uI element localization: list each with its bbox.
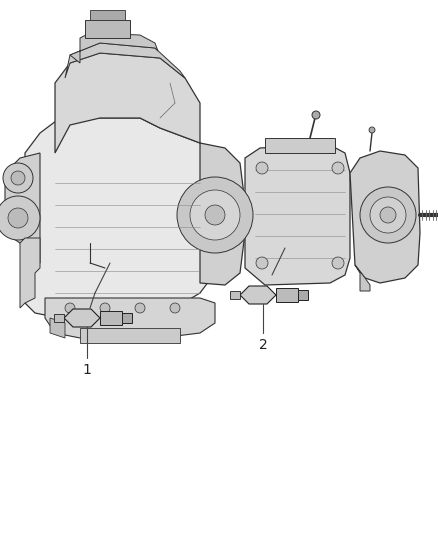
Circle shape: [170, 303, 180, 313]
Bar: [80, 328, 180, 343]
Circle shape: [0, 196, 40, 240]
Circle shape: [380, 207, 396, 223]
Text: 2: 2: [258, 338, 267, 352]
Polygon shape: [350, 151, 420, 283]
Circle shape: [360, 187, 416, 243]
Bar: [85, 20, 130, 38]
Circle shape: [11, 171, 25, 185]
Circle shape: [369, 127, 375, 133]
Polygon shape: [200, 143, 245, 285]
Bar: [54, 314, 64, 322]
Polygon shape: [25, 118, 215, 318]
Polygon shape: [240, 286, 276, 304]
Text: 1: 1: [82, 363, 92, 377]
Circle shape: [205, 205, 225, 225]
Circle shape: [256, 162, 268, 174]
Polygon shape: [55, 53, 200, 153]
Polygon shape: [5, 153, 40, 268]
Circle shape: [312, 111, 320, 119]
Circle shape: [65, 303, 75, 313]
Circle shape: [256, 257, 268, 269]
Bar: [90, 10, 125, 20]
Circle shape: [3, 163, 33, 193]
Bar: [265, 138, 335, 153]
Polygon shape: [355, 265, 370, 291]
Polygon shape: [65, 43, 185, 78]
Polygon shape: [20, 238, 40, 308]
Bar: [122, 313, 132, 323]
Circle shape: [135, 303, 145, 313]
Bar: [100, 311, 122, 325]
Polygon shape: [70, 33, 158, 63]
Polygon shape: [64, 309, 100, 327]
Bar: [230, 291, 240, 299]
Bar: [276, 288, 298, 302]
Circle shape: [370, 197, 406, 233]
Circle shape: [177, 177, 253, 253]
Polygon shape: [245, 145, 350, 285]
Circle shape: [332, 162, 344, 174]
Polygon shape: [45, 298, 215, 338]
Circle shape: [332, 257, 344, 269]
Polygon shape: [50, 318, 65, 338]
Circle shape: [100, 303, 110, 313]
Circle shape: [8, 208, 28, 228]
Bar: [298, 290, 308, 300]
Circle shape: [190, 190, 240, 240]
